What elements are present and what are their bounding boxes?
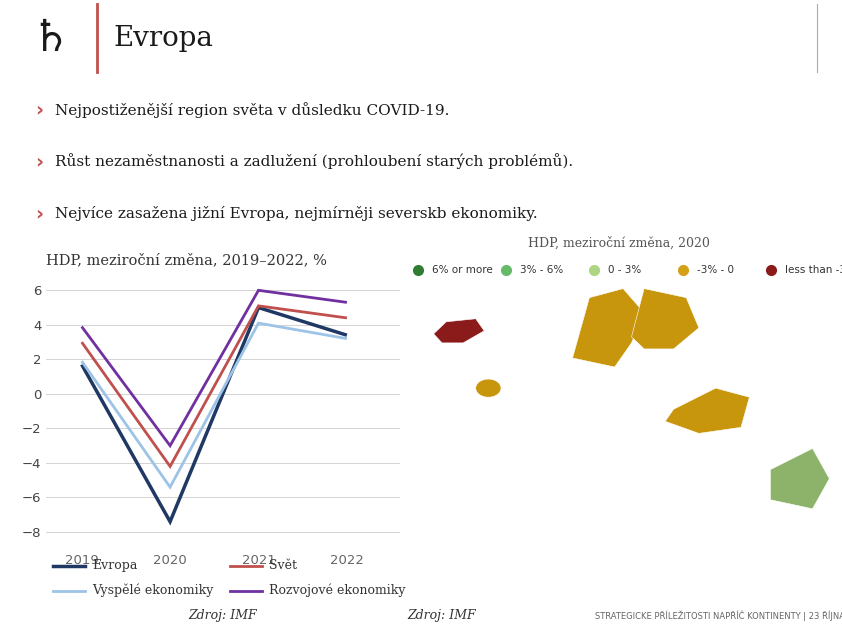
Text: STRATEGICKE PŘÍLEŽITOSTI NAPŘÍČ KONTINENTY | 23 ŘÍJNA 2020 | 12: STRATEGICKE PŘÍLEŽITOSTI NAPŘÍČ KONTINEN… bbox=[594, 610, 842, 621]
Text: Evropa: Evropa bbox=[93, 559, 137, 572]
Polygon shape bbox=[770, 448, 829, 509]
Text: Svět: Svět bbox=[269, 559, 297, 572]
Text: ›: › bbox=[35, 204, 44, 223]
Text: Rozvojové ekonomiky: Rozvojové ekonomiky bbox=[269, 584, 406, 598]
Ellipse shape bbox=[476, 379, 501, 398]
Text: HDP, meziroční změna, 2019–2022, %: HDP, meziroční změna, 2019–2022, % bbox=[46, 254, 328, 268]
Text: Nejvíce zasažena jižní Evropa, nejmírněji severskb ekonomiky.: Nejvíce zasažena jižní Evropa, nejmírněj… bbox=[56, 206, 538, 221]
Text: Zdroj: IMF: Zdroj: IMF bbox=[189, 610, 258, 622]
Text: ›: › bbox=[35, 100, 44, 119]
Text: Vyspělé ekonomiky: Vyspělé ekonomiky bbox=[93, 584, 214, 598]
Polygon shape bbox=[573, 289, 644, 367]
Text: HDP, meziroční změna, 2020: HDP, meziroční změna, 2020 bbox=[528, 237, 710, 250]
Polygon shape bbox=[665, 388, 749, 434]
Text: Nejpostiženější region světa v důsledku COVID-19.: Nejpostiženější region světa v důsledku … bbox=[56, 102, 450, 117]
Text: Růst nezaměstnanosti a zadlužení (prohloubení starých problémů).: Růst nezaměstnanosti a zadlužení (prohlo… bbox=[56, 154, 573, 170]
Text: 6% or more: 6% or more bbox=[431, 265, 493, 275]
Text: -3% - 0: -3% - 0 bbox=[697, 265, 733, 275]
Text: ›: › bbox=[35, 152, 44, 171]
Polygon shape bbox=[434, 319, 484, 343]
Text: 3% - 6%: 3% - 6% bbox=[520, 265, 563, 275]
Text: less than -3%: less than -3% bbox=[785, 265, 842, 275]
Text: ♄: ♄ bbox=[30, 17, 71, 60]
Text: Evropa: Evropa bbox=[114, 25, 214, 51]
Text: 0 - 3%: 0 - 3% bbox=[608, 265, 642, 275]
Polygon shape bbox=[632, 289, 699, 349]
Text: Zdroj: IMF: Zdroj: IMF bbox=[408, 610, 477, 622]
